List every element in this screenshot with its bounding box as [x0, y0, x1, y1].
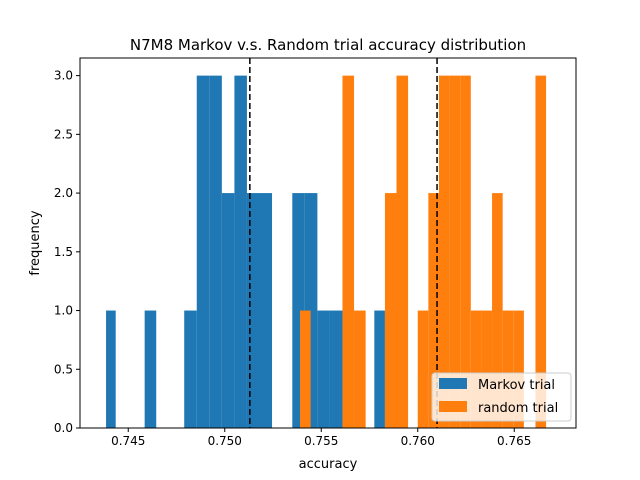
- bar-markov-0: [106, 310, 116, 428]
- plot-frame: [79, 57, 577, 429]
- bar-markov-12: [329, 310, 343, 428]
- legend-swatch-markov: [439, 378, 467, 389]
- legend-label-random: random trial: [478, 401, 558, 416]
- x-tick-label-0: 0.745: [111, 434, 145, 448]
- x-axis-ticks: 0.745 0.750 0.755 0.760 0.765: [111, 428, 531, 448]
- legend-label-markov: Markov trial: [478, 378, 555, 393]
- legend-swatch-random: [439, 401, 467, 412]
- bar-random-6: [428, 193, 439, 428]
- bar-markov-7: [246, 193, 260, 428]
- x-tick-label-2: 0.755: [304, 434, 338, 448]
- bar-markov-3: [196, 75, 210, 429]
- y-tick-label-2: 1.0: [54, 304, 73, 318]
- legend: Markov trial random trial: [431, 372, 572, 422]
- bar-markov-6: [234, 75, 247, 429]
- bar-random-14: [513, 310, 524, 428]
- bar-markov-2: [184, 310, 197, 428]
- y-tick-label-0: 0.0: [54, 421, 73, 435]
- bar-random-8: [449, 75, 461, 429]
- mean-lines-layer: [249, 58, 438, 428]
- bar-random-15: [535, 75, 547, 429]
- bar-random-13: [502, 310, 514, 428]
- bar-random-1: [342, 75, 355, 429]
- x-tick-label-1: 0.750: [208, 434, 242, 448]
- bar-random-5: [417, 310, 429, 428]
- x-tick-label-3: 0.760: [401, 434, 435, 448]
- x-axis-label: accuracy: [299, 457, 358, 472]
- bar-markov-4: [209, 75, 222, 429]
- bar-random-2: [354, 310, 366, 428]
- bar-markov-1: [144, 310, 157, 428]
- y-tick-label-4: 2.0: [54, 186, 73, 200]
- bar-random-9: [460, 75, 471, 429]
- y-axis-ticks: 0.0 0.5 1.0 1.5 2.0 2.5 3.0: [54, 69, 80, 435]
- bar-random-3: [384, 193, 397, 428]
- bar-markov-13: [374, 310, 385, 428]
- bar-random-7: [438, 75, 450, 429]
- bar-random-12: [492, 193, 503, 428]
- y-tick-label-1: 0.5: [54, 362, 73, 376]
- x-tick-label-4: 0.765: [497, 434, 531, 448]
- bar-markov-11: [317, 310, 330, 428]
- bar-random-0: [300, 310, 311, 428]
- bar-random-10: [470, 310, 482, 428]
- y-tick-label-6: 3.0: [54, 69, 73, 83]
- bar-markov-8: [259, 193, 273, 428]
- y-tick-label-5: 2.5: [54, 127, 73, 141]
- bar-random-11: [481, 310, 493, 428]
- y-tick-label-3: 1.5: [54, 245, 73, 259]
- y-axis-label: frequency: [28, 210, 43, 276]
- bar-random-4: [396, 75, 409, 429]
- chart-title: N7M8 Markov v.s. Random trial accuracy d…: [130, 36, 526, 54]
- bar-markov-5: [221, 193, 235, 428]
